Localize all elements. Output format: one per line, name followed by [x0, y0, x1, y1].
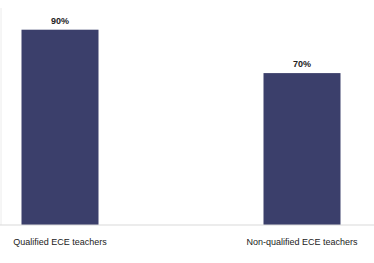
data-label: 90% — [51, 16, 69, 26]
chart-svg: 90% Qualified ECE teachers 70% Non-qualifie… — [0, 0, 374, 263]
bar — [264, 73, 341, 225]
x-axis-line — [0, 225, 374, 226]
x-tick-label: Non-qualified ECE teachers — [246, 237, 358, 247]
chart-container: 90% Qualified ECE teachers 70% Non-qualifie… — [0, 0, 374, 263]
bars — [22, 30, 341, 225]
data-label: 70% — [293, 59, 311, 69]
y-axis-line — [1, 8, 2, 225]
x-tick-label: Qualified ECE teachers — [13, 237, 107, 247]
bar — [22, 30, 99, 225]
